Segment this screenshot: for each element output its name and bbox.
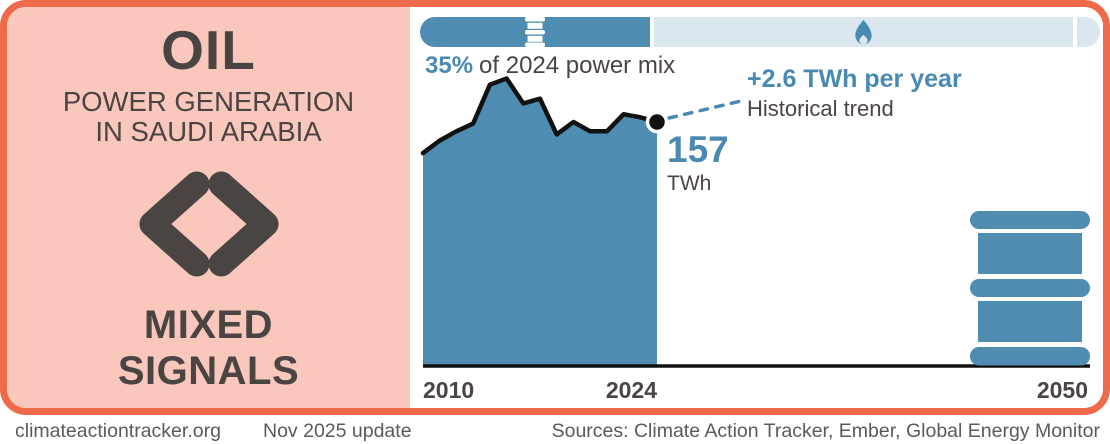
mix-caption: 35% of 2024 power mix [425, 52, 675, 80]
chart-panel: 35% of 2024 power mix 157 TWh [410, 7, 1103, 408]
oil-history-line [420, 76, 660, 156]
fuel-card: OIL POWER GENERATION IN SAUDI ARABIA MIX… [0, 0, 1110, 415]
fuel-subtitle-line1: POWER GENERATION [62, 86, 355, 117]
mix-caption-text: of 2024 power mix [479, 52, 676, 79]
end-point-value: 157 [667, 129, 729, 170]
x-tick-2010: 2010 [423, 377, 475, 403]
trend-subline: Historical trend [747, 96, 894, 121]
trend-dashed-line [667, 99, 743, 120]
footer-sources: Sources: Climate Action Tracker, Ember, … [551, 420, 1100, 442]
fuel-subtitle-line2: IN SAUDI ARABIA [95, 115, 322, 147]
verdict-line2: SIGNALS [117, 349, 300, 393]
verdict-icon-wrap [133, 146, 285, 302]
footer: climateactiontracker.org Nov 2025 update… [0, 418, 1110, 444]
oil-share-value: 35% [425, 52, 474, 79]
gas-flame-icon [855, 19, 872, 44]
end-point-label: 157 TWh [667, 131, 729, 194]
verdict-label: MIXED SIGNALS [118, 302, 299, 394]
generation-chart [420, 76, 1090, 368]
chevron-right-icon [208, 171, 279, 277]
fuel-subtitle: POWER GENERATION IN SAUDI ARABIA [63, 87, 354, 146]
power-mix-bar [420, 17, 1100, 47]
verdict-line1: MIXED [143, 303, 274, 347]
end-point-unit: TWh [667, 172, 712, 195]
other-share-segment [654, 17, 1073, 47]
x-tick-2050: 2050 [1036, 377, 1088, 403]
footer-update-date: Nov 2025 update [263, 420, 412, 442]
x-tick-2024: 2024 [605, 377, 657, 403]
end-point-dot [645, 110, 669, 134]
trend-annotation: +2.6 TWh per year Historical trend [747, 67, 962, 120]
trend-headline: +2.6 TWh per year [747, 65, 962, 93]
oil-area-fill [423, 78, 657, 366]
footer-site-url: climateactiontracker.org [15, 420, 221, 442]
oil-barrel-icon [525, 17, 545, 47]
oil-barrel-2050-icon [970, 211, 1090, 366]
left-panel: OIL POWER GENERATION IN SAUDI ARABIA MIX… [7, 7, 410, 408]
chevron-left-icon [138, 171, 209, 277]
fuel-title: OIL [161, 19, 256, 81]
mixed-signals-chevrons-icon [138, 171, 279, 277]
oil-share-segment [420, 17, 650, 47]
bar-end-cap [1077, 17, 1100, 47]
